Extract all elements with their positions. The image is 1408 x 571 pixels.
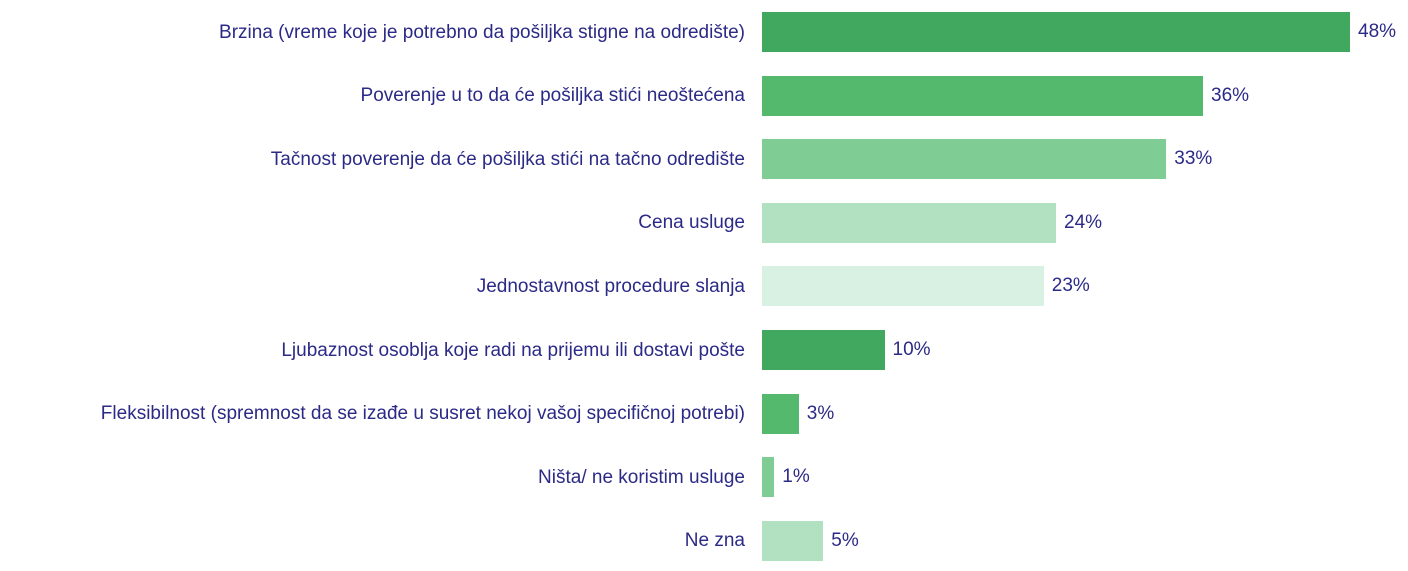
value-label: 23% <box>1051 275 1090 297</box>
bar <box>762 457 775 498</box>
bar <box>762 330 885 370</box>
value-label: 36% <box>1211 84 1250 106</box>
category-label: Ne zna <box>684 530 745 552</box>
bar <box>762 139 1167 180</box>
bar <box>762 202 1056 243</box>
bar <box>762 12 1350 52</box>
bar <box>762 266 1044 307</box>
category-label: Fleksibilnost (spremnost da se izađe u s… <box>100 403 745 425</box>
value-label: 33% <box>1174 148 1213 170</box>
value-label: 24% <box>1064 211 1103 233</box>
category-label: Ljubaznost osoblja koje radi na prijemu … <box>281 339 745 361</box>
category-label: Jednostavnost procedure slanja <box>476 275 745 297</box>
bar <box>762 520 824 561</box>
bar <box>762 75 1203 116</box>
value-label: 48% <box>1358 21 1397 42</box>
value-label: 10% <box>892 339 931 360</box>
value-label: 5% <box>831 529 859 551</box>
category-label: Poverenje u to da će pošiljka stići neoš… <box>360 85 745 107</box>
bar <box>762 393 799 434</box>
category-label: Cena usluge <box>638 212 745 234</box>
page: Brzina (vreme koje je potrebno da pošilj… <box>100 12 1397 561</box>
value-label: 1% <box>782 466 810 488</box>
category-label: Ništa/ ne koristim usluge <box>538 466 745 488</box>
value-label: 3% <box>806 402 835 424</box>
category-label: Brzina (vreme koje je potrebno da pošilj… <box>219 21 745 43</box>
category-label: Tačnost poverenje da će pošiljka stići n… <box>270 148 745 170</box>
